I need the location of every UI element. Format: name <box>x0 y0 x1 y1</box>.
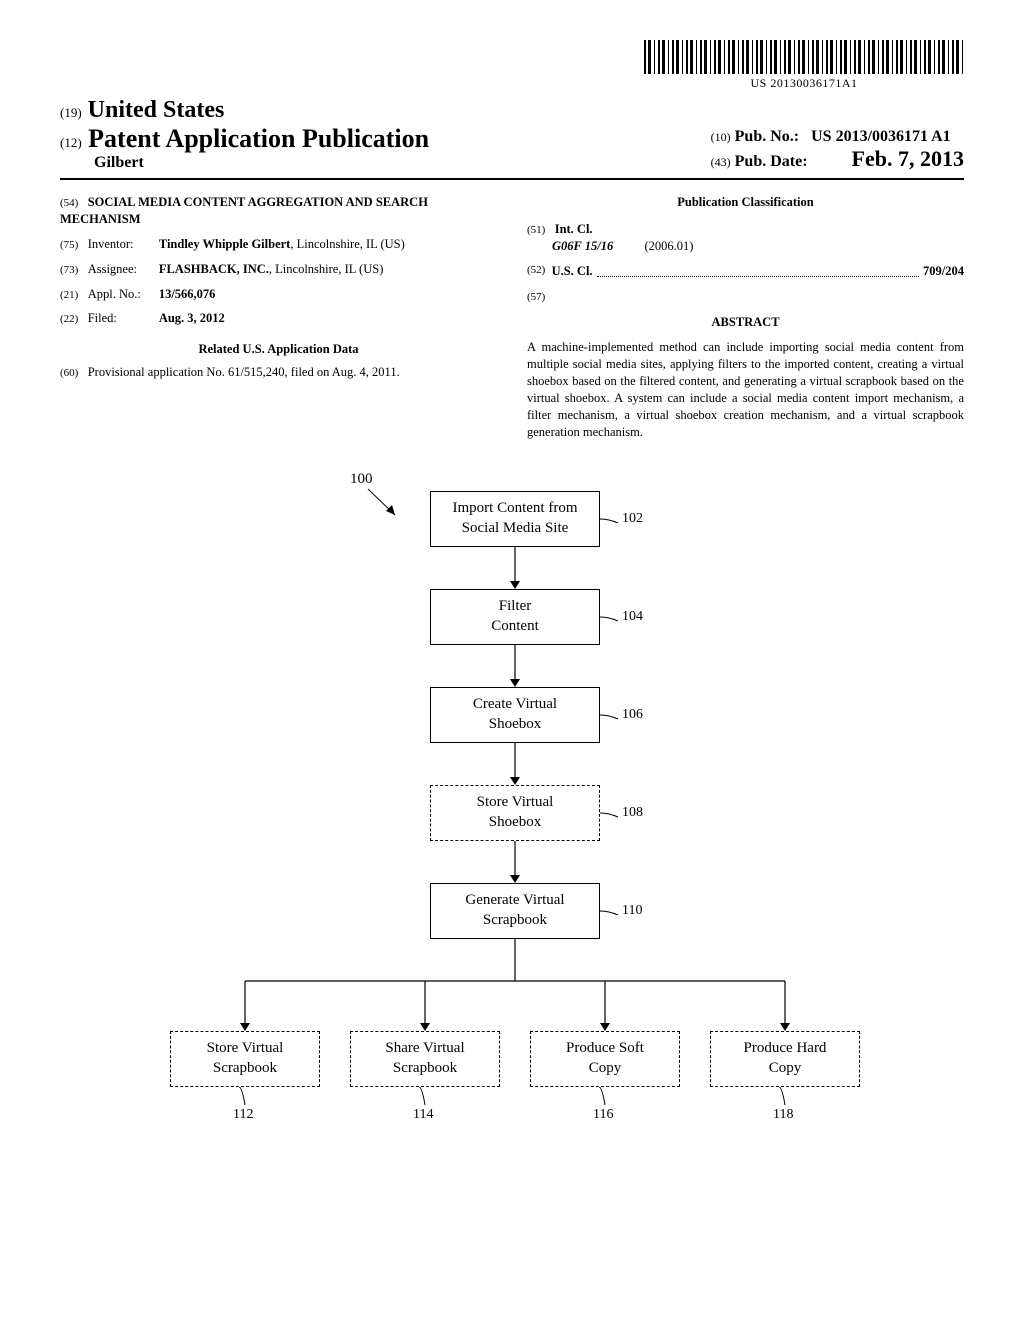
flowchart-box-110: Generate Virtual Scrapbook <box>430 883 600 939</box>
barcode-text: US 20130036171A1 <box>644 76 964 91</box>
header-pubno: (10) Pub. No.: US 2013/0036171 A1 <box>711 128 964 146</box>
flowchart-ref-112: 112 <box>233 1107 253 1123</box>
flowchart-ref-118: 118 <box>773 1107 793 1123</box>
flowchart-ref-106: 106 <box>622 707 643 723</box>
related-heading: Related U.S. Application Data <box>60 341 497 358</box>
filed-date: Aug. 3, 2012 <box>159 311 225 325</box>
assignee-name: FLASHBACK, INC. <box>159 262 269 276</box>
appl-no: 13/566,076 <box>159 287 216 301</box>
flowchart-ref-102: 102 <box>622 511 643 527</box>
int-class: G06F 15/16 <box>552 239 613 253</box>
abstract-heading: ABSTRACT <box>527 314 964 331</box>
flowchart-box-106: Create Virtual Shoebox <box>430 687 600 743</box>
flowchart-ref-110: 110 <box>622 903 642 919</box>
flowchart-box-108: Store Virtual Shoebox <box>430 785 600 841</box>
flowchart-box-118: Produce Hard Copy <box>710 1031 860 1087</box>
flowchart-ref-108: 108 <box>622 805 643 821</box>
flowchart: 100 Import Content from Social Media Site… <box>60 471 964 1231</box>
left-column: (54) SOCIAL MEDIA CONTENT AGGREGATION AN… <box>60 194 497 441</box>
flowchart-ref-116: 116 <box>593 1107 613 1123</box>
barcode-stripes <box>644 40 964 74</box>
header-pubdate: (43) Pub. Date: Feb. 7, 2013 <box>711 146 964 172</box>
header-rule <box>60 178 964 180</box>
flowchart-box-112: Store Virtual Scrapbook <box>170 1031 320 1087</box>
pubclass-heading: Publication Classification <box>527 194 964 211</box>
flowchart-box-102: Import Content from Social Media Site <box>430 491 600 547</box>
flowchart-box-114: Share Virtual Scrapbook <box>350 1031 500 1087</box>
inventor-name: Tindley Whipple Gilbert <box>159 237 291 251</box>
flowchart-ref-104: 104 <box>622 609 643 625</box>
provisional-text: Provisional application No. 61/515,240, … <box>88 365 400 379</box>
header-country: (19) United States <box>60 97 964 124</box>
flowchart-box-104: Filter Content <box>430 589 600 645</box>
flowchart-ref-114: 114 <box>413 1107 433 1123</box>
header-author: Gilbert <box>94 154 429 172</box>
right-column: Publication Classification (51) Int. Cl.… <box>527 194 964 441</box>
flowchart-ref-100: 100 <box>350 471 373 488</box>
header-pub-type: (12) Patent Application Publication <box>60 124 429 154</box>
flowchart-box-116: Produce Soft Copy <box>530 1031 680 1087</box>
invention-title: SOCIAL MEDIA CONTENT AGGREGATION AND SEA… <box>60 195 428 226</box>
barcode-area: US 20130036171A1 <box>60 40 964 91</box>
abstract-text: A machine-implemented method can include… <box>527 339 964 440</box>
us-class: 709/204 <box>923 263 964 280</box>
